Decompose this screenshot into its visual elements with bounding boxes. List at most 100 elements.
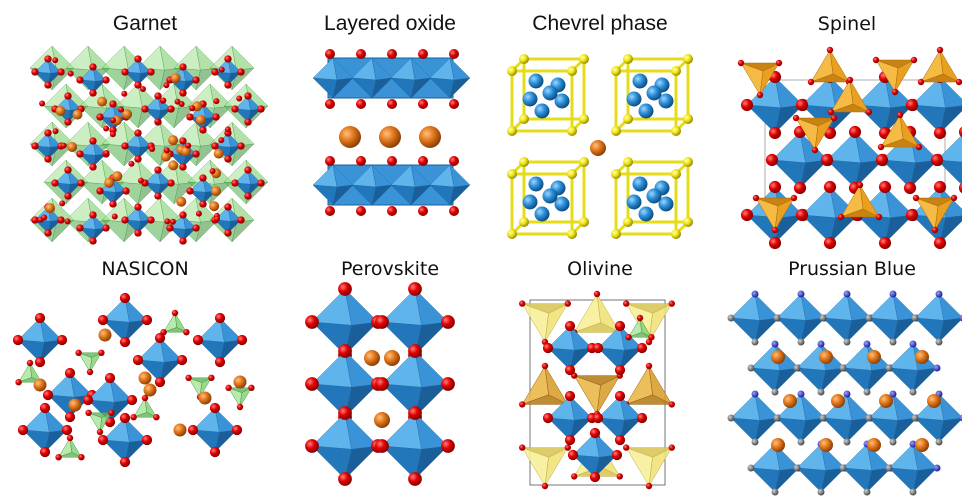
atom — [186, 113, 194, 121]
atom — [554, 196, 570, 212]
atom — [865, 108, 873, 116]
octahedron-face — [92, 227, 107, 242]
atom — [611, 449, 623, 461]
atom — [76, 224, 84, 232]
prussian-blue — [727, 290, 962, 496]
panel-title: Olivine — [567, 258, 633, 280]
atom — [441, 377, 455, 391]
atom — [889, 438, 897, 446]
atom — [534, 206, 550, 222]
atom — [507, 229, 517, 239]
atom — [623, 114, 633, 124]
atom — [233, 375, 247, 389]
atom — [41, 214, 48, 221]
octahedron-face — [730, 417, 761, 443]
atom — [441, 439, 455, 453]
octahedron-face — [912, 467, 938, 493]
atom — [211, 68, 219, 76]
atom — [910, 56, 918, 64]
atom — [214, 312, 226, 324]
octahedron-face — [939, 105, 962, 134]
atom — [147, 68, 155, 76]
atom — [209, 446, 221, 458]
octahedron-face — [754, 317, 780, 343]
atom — [747, 364, 755, 372]
octahedron-face — [231, 219, 255, 243]
atom — [109, 131, 116, 138]
atom — [933, 464, 941, 472]
atom — [819, 414, 827, 422]
octahedron-face — [892, 417, 918, 443]
atom — [790, 194, 798, 202]
atom — [192, 76, 200, 84]
atom — [623, 157, 633, 167]
atom — [564, 320, 576, 332]
atom — [31, 68, 39, 76]
atom — [199, 126, 207, 134]
octahedron-face — [842, 467, 873, 493]
atom — [134, 229, 142, 237]
atom — [737, 59, 745, 67]
tetrahedron-face — [78, 352, 102, 358]
octahedron-face — [888, 367, 919, 393]
octahedron-face — [449, 184, 471, 206]
atom — [765, 153, 779, 167]
atom — [138, 371, 152, 385]
atom — [771, 340, 779, 348]
atom — [325, 49, 335, 59]
atom — [147, 216, 155, 224]
atom — [636, 314, 644, 322]
octahedron-face — [92, 153, 107, 168]
atom — [935, 338, 943, 346]
atom — [173, 423, 187, 437]
atom — [768, 236, 782, 250]
octahedron-face — [227, 71, 242, 86]
atom — [231, 179, 239, 187]
atom — [623, 444, 630, 451]
tetrahedron-face — [574, 375, 620, 386]
atom — [64, 92, 72, 100]
atom — [848, 125, 862, 139]
atom — [134, 55, 142, 63]
atom — [122, 109, 133, 120]
atom — [118, 106, 125, 113]
atom — [52, 57, 59, 64]
atom — [121, 142, 129, 150]
atom — [797, 290, 805, 298]
atom — [236, 334, 248, 346]
atom — [72, 109, 83, 120]
atom — [51, 179, 59, 187]
atom — [209, 168, 216, 175]
octahedron-face — [912, 367, 938, 393]
atom — [67, 70, 74, 77]
atom — [820, 153, 834, 167]
atom — [534, 103, 550, 119]
atom — [909, 340, 917, 348]
atom — [863, 388, 871, 396]
atom — [830, 114, 838, 122]
atom — [747, 464, 755, 472]
atom — [792, 114, 800, 122]
atom — [85, 409, 92, 416]
atom — [179, 89, 187, 97]
tetrahedron-face — [522, 303, 568, 314]
atom — [168, 160, 179, 171]
atom — [819, 314, 827, 322]
atom — [119, 456, 131, 468]
atom — [418, 206, 428, 216]
atom — [889, 290, 897, 298]
atom — [846, 76, 854, 84]
atom — [632, 176, 648, 192]
atom — [109, 100, 117, 108]
atom — [57, 68, 65, 76]
atom — [843, 290, 851, 298]
atom — [128, 160, 135, 167]
atom — [865, 314, 873, 322]
atom — [611, 229, 621, 239]
atom — [179, 63, 187, 71]
atom — [209, 402, 221, 414]
atom — [449, 49, 459, 59]
atom — [89, 237, 97, 245]
atom — [589, 427, 601, 439]
atom — [356, 156, 366, 166]
